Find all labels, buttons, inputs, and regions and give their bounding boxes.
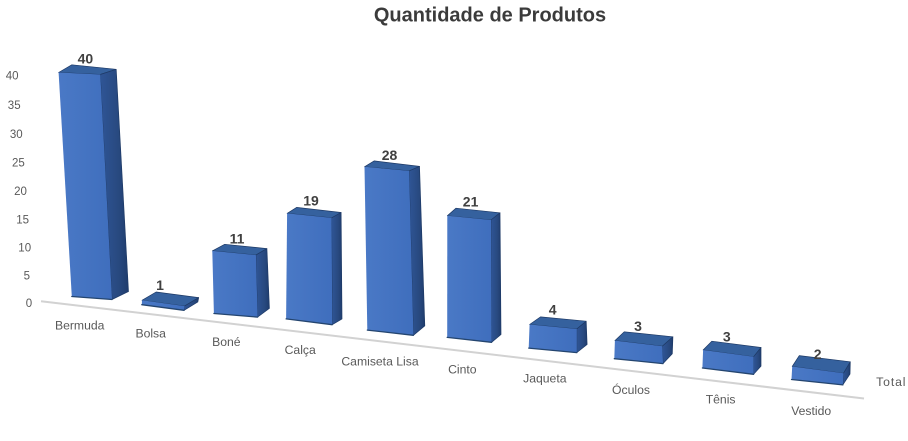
svg-text:35: 35 [8,100,21,112]
svg-text:Cinto: Cinto [448,362,477,376]
svg-text:Vestido: Vestido [791,404,831,418]
svg-text:28: 28 [382,147,398,163]
svg-text:3: 3 [634,318,642,334]
svg-text:Total: Total [876,375,906,389]
svg-text:2: 2 [814,346,822,362]
svg-text:21: 21 [463,193,479,209]
svg-text:Tênis: Tênis [706,392,736,406]
svg-text:Calça: Calça [285,343,316,357]
svg-text:20: 20 [14,186,27,198]
svg-text:19: 19 [303,192,319,208]
svg-text:11: 11 [230,231,245,247]
svg-text:Óculos: Óculos [612,382,650,397]
svg-text:Quantidade de Produtos: Quantidade de Produtos [374,5,606,27]
svg-text:Boné: Boné [212,335,241,349]
svg-text:25: 25 [12,158,25,170]
svg-text:15: 15 [16,214,29,226]
svg-text:1: 1 [156,277,164,293]
svg-text:30: 30 [10,129,23,141]
svg-text:Camiseta Lisa: Camiseta Lisa [341,355,418,369]
svg-text:0: 0 [26,298,32,310]
svg-text:10: 10 [18,243,31,255]
svg-text:3: 3 [723,329,731,345]
svg-text:40: 40 [6,71,19,83]
svg-text:Jaqueta: Jaqueta [523,372,567,386]
svg-text:5: 5 [24,271,30,283]
svg-text:40: 40 [78,50,94,66]
svg-text:Bermuda: Bermuda [55,319,105,333]
svg-text:Bolsa: Bolsa [135,327,166,341]
svg-text:4: 4 [549,302,557,318]
